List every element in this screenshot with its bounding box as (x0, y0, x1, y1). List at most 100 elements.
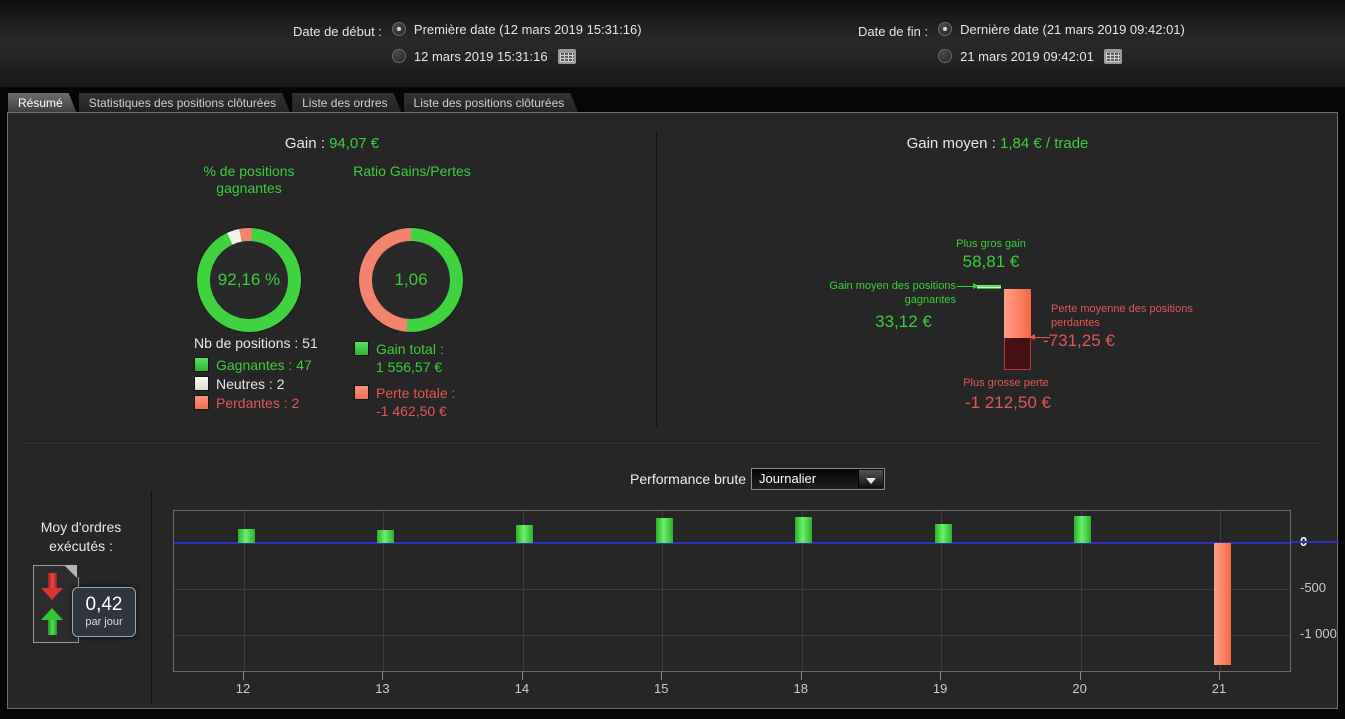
orders-avg-unit: par jour (85, 616, 123, 628)
avg-gain-arrow-icon (957, 283, 979, 289)
vertical-divider (151, 491, 152, 704)
nb-positions: Nb de positions : 51 (194, 335, 318, 351)
date-end-option-custom[interactable]: 21 mars 2019 09:42:01 (938, 47, 1185, 65)
avg-gain-label: Gain moyen des positions gagnantes (829, 280, 956, 306)
gridline (801, 511, 803, 671)
perf-bar-14 (516, 525, 533, 543)
gridline (244, 511, 245, 671)
radio-last-date[interactable] (938, 22, 953, 36)
vertical-divider (656, 131, 657, 427)
positions-legend: Nb de positions : 51 Gagnantes : 47 Neut… (194, 335, 318, 412)
folded-corner-icon (64, 565, 77, 578)
performance-bar-chart (173, 510, 1291, 672)
gain-moyen-label: Gain moyen : (906, 135, 996, 152)
avg-loss-label: Perte moyenne des positions perdantes (1051, 303, 1193, 329)
calendar-icon[interactable] (1103, 48, 1122, 64)
radio-custom-start-date[interactable] (391, 49, 406, 63)
loss-bar-max (1004, 338, 1031, 370)
loss-bar-avg (1004, 289, 1031, 338)
neutral-swatch (194, 376, 209, 391)
custom-start-date-text: 12 mars 2019 15:31:16 (413, 48, 548, 64)
x-axis-label: 19 (932, 681, 948, 696)
x-axis-label: 12 (235, 681, 251, 696)
y-axis-label: -1 000 (1300, 626, 1337, 641)
winpct-donut-title: % de positions gagnantes (203, 163, 295, 196)
x-axis-tick (800, 672, 802, 680)
gridline (941, 511, 943, 671)
orders-avg-badge: 0,42 par jour (72, 587, 136, 637)
totals-legend: Gain total : 1 556,57 € Perte totale : -… (354, 339, 455, 427)
gainloss-mini-chart: Plus gros gain 58,81 € Gain moyen des po… (821, 236, 1192, 441)
x-axis-tick (521, 672, 523, 680)
perf-bar-12 (238, 529, 255, 543)
max-gain-value: 58,81 € (962, 252, 1020, 271)
y-axis-label: -500 (1300, 580, 1327, 595)
sell-arrow-icon (41, 573, 63, 600)
avg-loss-value: -731,25 € (1043, 331, 1115, 350)
x-axis-label: 18 (793, 681, 808, 696)
radio-custom-end-date[interactable] (938, 49, 953, 63)
ratio-donut-title: Ratio Gains/Pertes (353, 163, 471, 179)
gridline (174, 635, 1290, 636)
performance-title: Performance brute (630, 471, 746, 487)
gain-label: Gain : (284, 135, 325, 152)
x-axis-tick (243, 672, 244, 680)
gridline (1080, 511, 1082, 671)
gridline (522, 511, 524, 671)
tab-1[interactable]: Statistiques des positions clôturées (79, 93, 290, 113)
date-filter-bar: Date de début : Première date (12 mars 2… (0, 0, 1345, 87)
legend-win: Gagnantes : 47 (216, 356, 312, 373)
gridline (383, 511, 385, 671)
gain-bar (977, 285, 1001, 289)
x-axis-label: 21 (1211, 681, 1227, 696)
gain-value: 94,07 € (329, 135, 380, 152)
gridline (662, 511, 664, 671)
ratio-value: 1,06 (372, 241, 450, 319)
x-axis-tick (1219, 672, 1220, 680)
perf-bar-13 (377, 530, 394, 543)
loss-swatch (194, 395, 209, 410)
perf-bar-20 (1074, 516, 1091, 543)
gain-moyen-headline: Gain moyen : 1,84 € / trade (656, 135, 1339, 152)
winpct-donut-chart: 92,16 % (197, 228, 301, 332)
summary-panel: Gain : 94,07 € Gain moyen : 1,84 € / tra… (7, 112, 1339, 709)
period-select[interactable]: Journalier (751, 468, 885, 490)
date-end-option-last[interactable]: Dernière date (21 mars 2019 09:42:01) (938, 20, 1185, 38)
perf-bar-15 (656, 518, 673, 543)
tab-0[interactable]: Résumé (8, 93, 77, 113)
x-axis-label: 13 (375, 681, 390, 696)
tab-2[interactable]: Liste des ordres (292, 93, 401, 113)
ratio-donut-chart: 1,06 (359, 228, 463, 332)
buy-arrow-icon (41, 608, 63, 635)
last-date-text: Dernière date (21 mars 2019 09:42:01) (960, 21, 1185, 37)
avg-gain-value: 33,12 € (875, 312, 932, 331)
zero-line (1291, 541, 1339, 543)
gain-total-value: 1 556,57 € (376, 359, 443, 375)
first-date-text: Première date (12 mars 2019 15:31:16) (413, 21, 642, 37)
tab-bar: Résumé Statistiques des positions clôturé… (8, 93, 578, 113)
calendar-icon[interactable] (557, 48, 576, 64)
tab-3[interactable]: Liste des positions clôturées (404, 93, 579, 113)
chevron-down-icon[interactable] (858, 470, 883, 488)
custom-end-date-text: 21 mars 2019 09:42:01 (960, 48, 1094, 64)
gain-total-swatch (354, 341, 369, 356)
perf-bar-21 (1214, 543, 1231, 665)
horizontal-divider (24, 441, 1323, 443)
date-start-group: Date de début : Première date (12 mars 2… (293, 20, 642, 65)
date-start-label: Date de début : (293, 24, 382, 39)
x-axis-tick (661, 672, 663, 680)
x-axis-tick (1079, 672, 1081, 680)
perte-total-swatch (354, 385, 369, 400)
gain-headline: Gain : 94,07 € (8, 135, 656, 152)
win-swatch (194, 357, 209, 372)
perte-total-label: Perte totale : (376, 384, 456, 401)
orders-avg-label: Moy d'ordres exécutés : (40, 519, 122, 554)
x-axis-label: 14 (514, 681, 530, 696)
gain-total-label: Gain total : (376, 340, 444, 357)
x-axis-label: 15 (654, 681, 669, 696)
max-loss-label: Plus grosse perte (963, 377, 1049, 389)
date-start-option-first[interactable]: Première date (12 mars 2019 15:31:16) (391, 20, 642, 38)
winpct-value: 92,16 % (210, 241, 288, 319)
date-start-option-custom[interactable]: 12 mars 2019 15:31:16 (391, 47, 642, 65)
radio-first-date[interactable] (391, 22, 406, 36)
